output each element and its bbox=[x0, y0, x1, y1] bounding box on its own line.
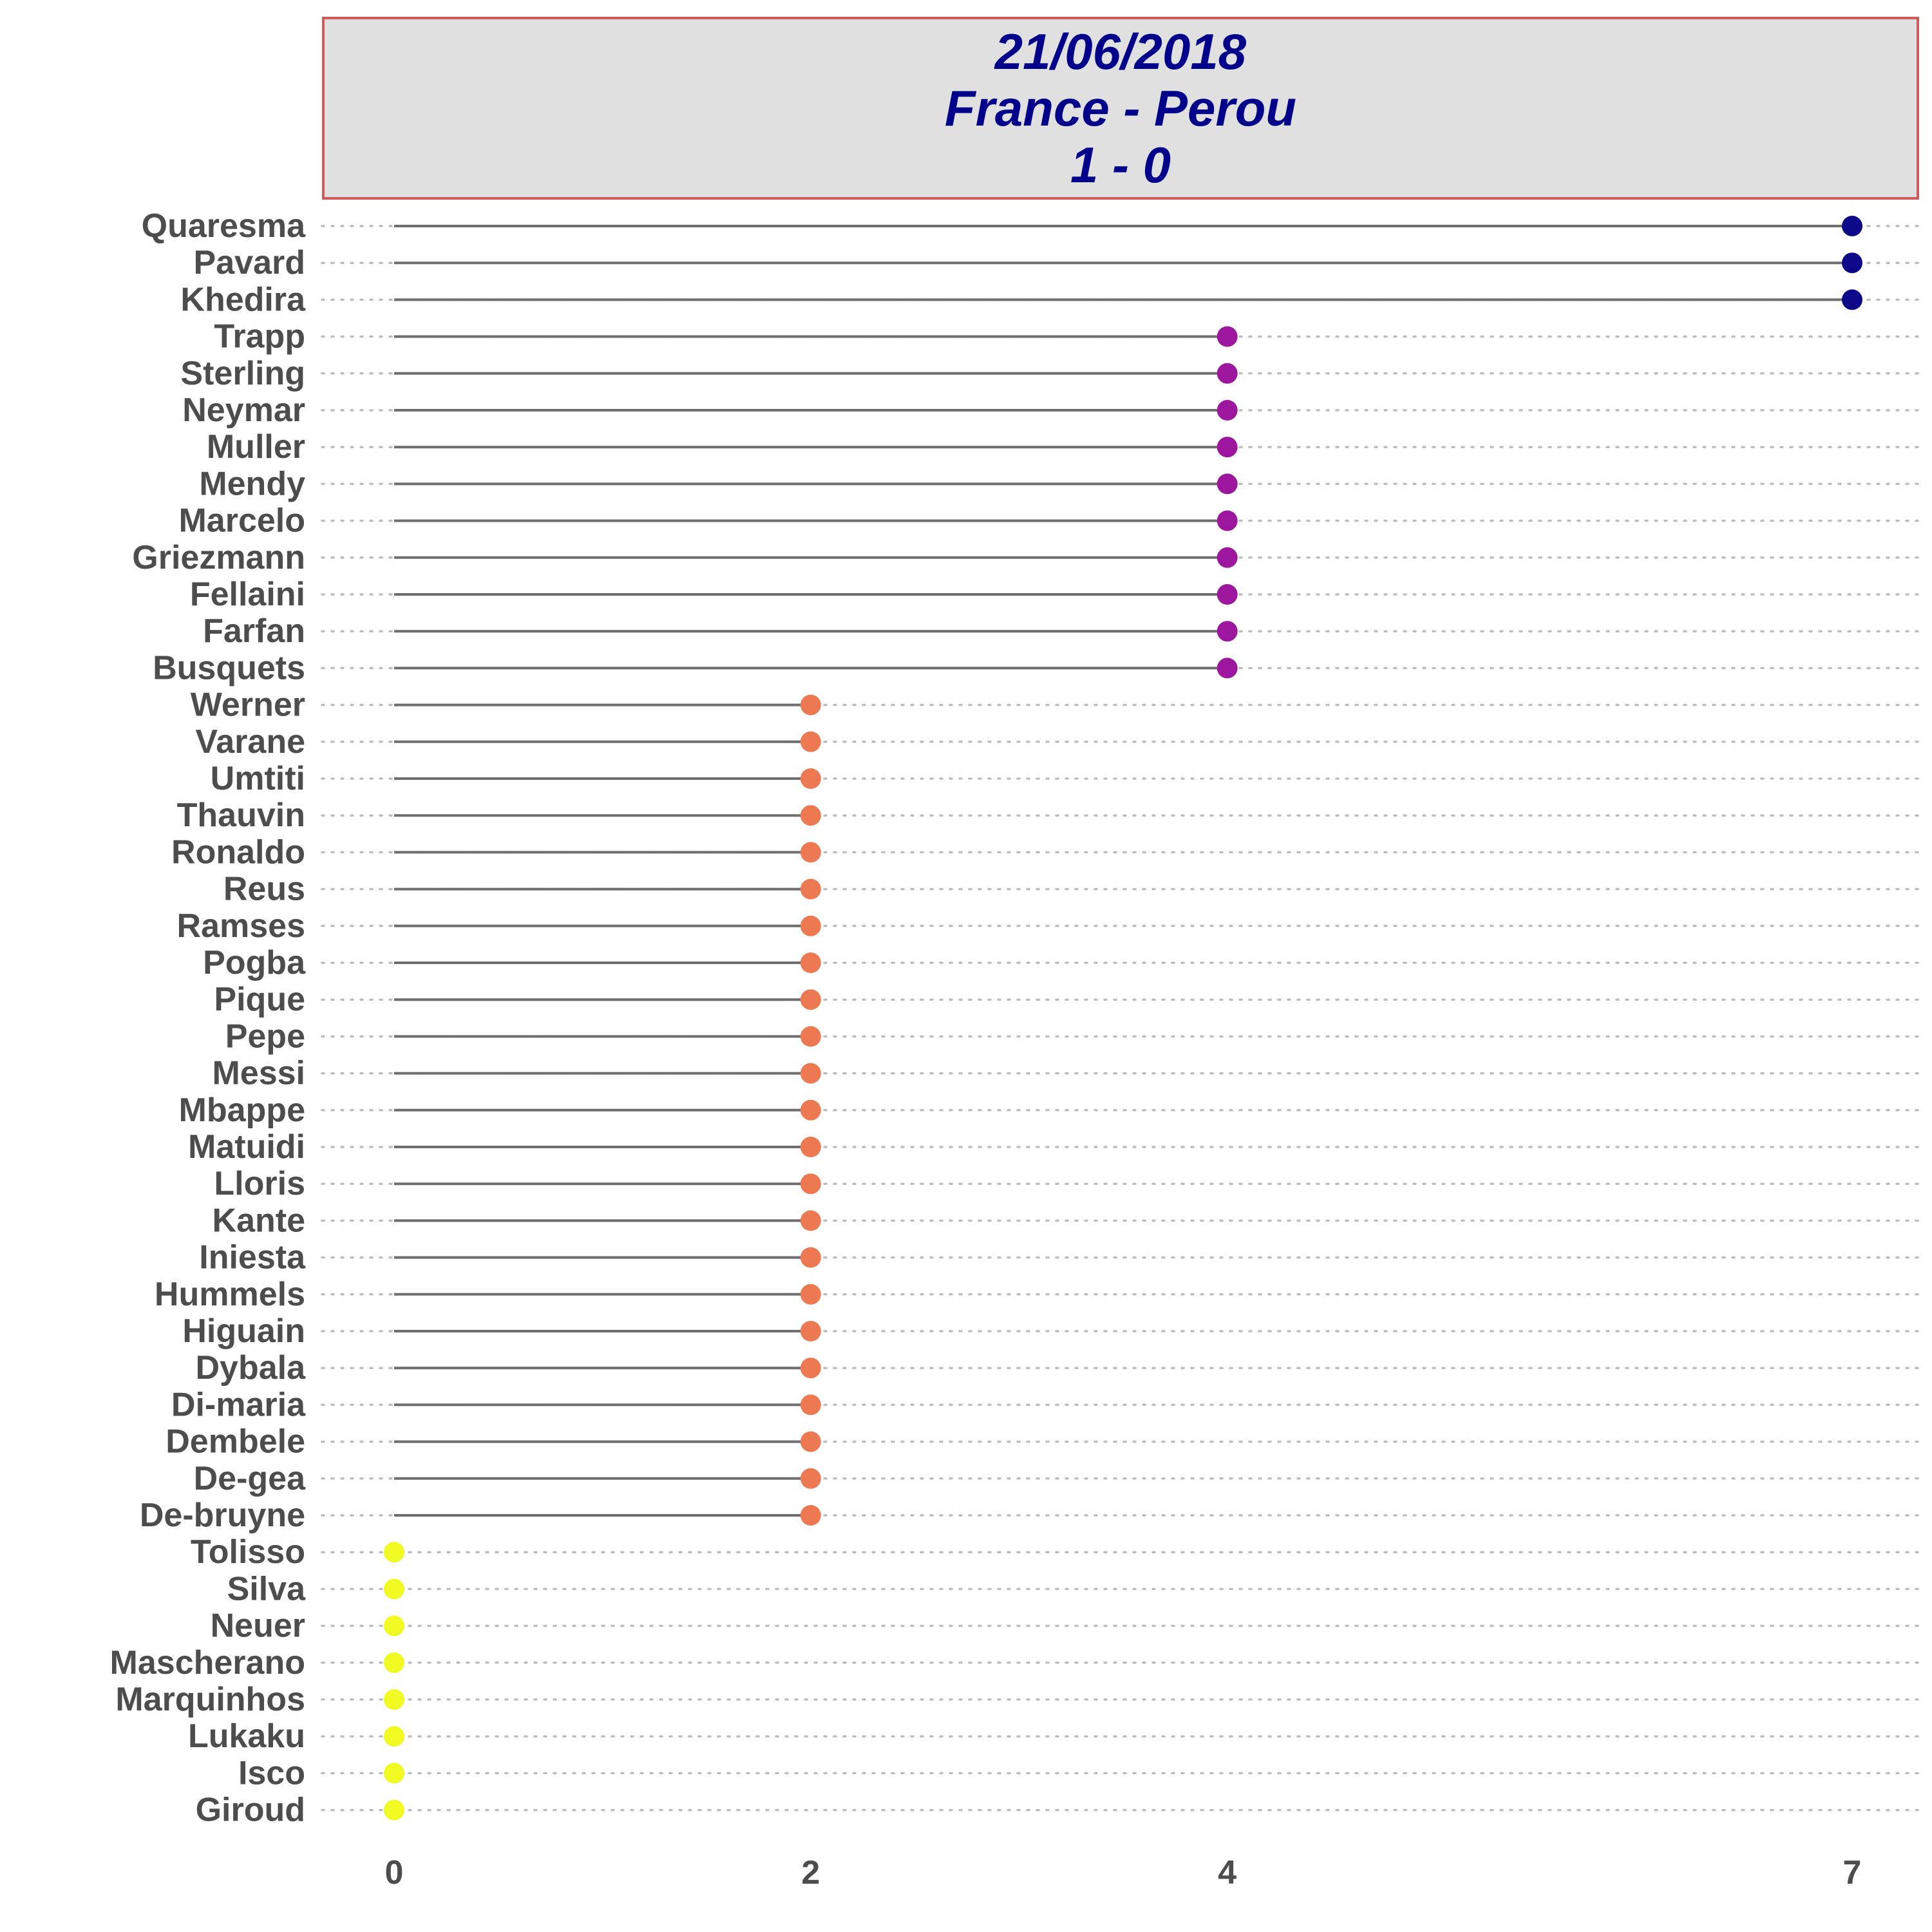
lollipop-point bbox=[800, 805, 821, 826]
y-tick-label: Giroud bbox=[196, 1792, 305, 1829]
lollipop-point bbox=[384, 1763, 404, 1784]
y-tick-label: Higuain bbox=[182, 1312, 305, 1350]
lollipop-point bbox=[800, 1394, 821, 1416]
y-tick-label: Messi bbox=[212, 1055, 305, 1092]
y-tick-label: Ramses bbox=[177, 907, 305, 945]
y-tick-label: De-gea bbox=[194, 1460, 306, 1497]
lollipop-point bbox=[800, 1137, 821, 1157]
y-tick-label: Dybala bbox=[195, 1349, 306, 1387]
lollipop-point bbox=[800, 1210, 821, 1231]
y-tick-label: Tolisso bbox=[191, 1533, 305, 1571]
lollipop-point bbox=[800, 1173, 821, 1195]
y-tick-label: Farfan bbox=[203, 612, 305, 650]
lollipop-point bbox=[1217, 437, 1238, 458]
x-tick-label: 7 bbox=[1843, 1854, 1862, 1891]
lollipop-point bbox=[800, 1358, 821, 1379]
lollipop-point bbox=[384, 1799, 404, 1821]
y-tick-label: Sterling bbox=[180, 355, 305, 392]
y-tick-label: Pavard bbox=[194, 244, 305, 281]
y-tick-label: Umtiti bbox=[211, 760, 305, 797]
y-tick-label: Thauvin bbox=[177, 797, 305, 834]
lollipop-point bbox=[384, 1726, 404, 1747]
y-tick-label: Silva bbox=[227, 1570, 306, 1607]
lollipop-point bbox=[800, 768, 821, 789]
lollipop-point bbox=[1217, 400, 1238, 421]
lollipop-point bbox=[384, 1689, 404, 1710]
y-tick-label: Lukaku bbox=[188, 1718, 305, 1755]
lollipop-point bbox=[800, 1321, 821, 1341]
y-tick-label: Trapp bbox=[214, 318, 305, 355]
lollipop-point bbox=[1217, 547, 1238, 568]
y-tick-label: Pique bbox=[214, 981, 305, 1018]
lollipop-point bbox=[384, 1578, 404, 1600]
lollipop-point bbox=[800, 1431, 821, 1452]
y-tick-label: Khedira bbox=[180, 281, 306, 318]
y-tick-label: Pogba bbox=[203, 944, 306, 981]
lollipop-point bbox=[1842, 289, 1862, 310]
y-tick-label: Mascherano bbox=[110, 1644, 305, 1681]
lollipop-point bbox=[1842, 252, 1862, 274]
lollipop-point bbox=[1217, 621, 1238, 642]
lollipop-point bbox=[800, 1063, 821, 1084]
lollipop-point bbox=[800, 878, 821, 900]
lollipop-point bbox=[1217, 584, 1238, 605]
y-tick-label: Griezmann bbox=[132, 539, 305, 576]
lollipop-point bbox=[800, 731, 821, 752]
y-tick-label: Marcelo bbox=[178, 502, 305, 540]
lollipop-point bbox=[1217, 658, 1238, 679]
lollipop-point bbox=[1217, 326, 1238, 347]
y-tick-label: Reus bbox=[223, 871, 305, 908]
x-tick-label: 4 bbox=[1218, 1854, 1236, 1891]
lollipop-point bbox=[800, 842, 821, 863]
y-tick-label: Fellaini bbox=[190, 576, 305, 613]
lollipop-point bbox=[800, 1247, 821, 1268]
lollipop-point bbox=[800, 1099, 821, 1121]
lollipop-point bbox=[1217, 473, 1238, 495]
lollipop-point bbox=[384, 1542, 404, 1563]
lollipop-point bbox=[384, 1652, 404, 1673]
y-tick-label: Isco bbox=[238, 1754, 305, 1792]
lollipop-point bbox=[1217, 510, 1238, 531]
y-tick-label: Varane bbox=[195, 723, 305, 761]
y-tick-label: Quaresma bbox=[142, 207, 306, 245]
y-tick-label: Muller bbox=[207, 428, 305, 466]
lollipop-point bbox=[1217, 363, 1238, 384]
y-tick-label: De-bruyne bbox=[140, 1497, 305, 1534]
match-score: 1 - 0 bbox=[1070, 137, 1171, 193]
lollipop-point bbox=[800, 952, 821, 973]
lollipop-point bbox=[384, 1615, 404, 1636]
y-tick-label: Pepe bbox=[225, 1018, 305, 1055]
y-tick-label: Di-maria bbox=[171, 1386, 306, 1423]
lollipop-point bbox=[800, 694, 821, 715]
lollipop-point bbox=[800, 1468, 821, 1489]
match-teams: France - Perou bbox=[944, 80, 1297, 137]
y-tick-label: Marquinhos bbox=[115, 1681, 305, 1718]
x-tick-label: 0 bbox=[385, 1854, 404, 1891]
y-tick-label: Dembele bbox=[166, 1423, 305, 1461]
y-tick-label: Hummels bbox=[155, 1276, 305, 1313]
lollipop-point bbox=[800, 1283, 821, 1305]
y-tick-label: Kante bbox=[213, 1202, 305, 1239]
y-tick-label: Werner bbox=[191, 687, 305, 724]
x-tick-label: 2 bbox=[801, 1854, 820, 1891]
lollipop-point bbox=[800, 915, 821, 936]
y-tick-label: Busquets bbox=[153, 649, 305, 687]
y-tick-label: Ronaldo bbox=[171, 833, 305, 871]
lollipop-point bbox=[800, 1026, 821, 1047]
y-tick-label: Lloris bbox=[214, 1165, 305, 1202]
y-tick-label: Mendy bbox=[199, 465, 305, 502]
match-date: 21/06/2018 bbox=[994, 23, 1247, 80]
facet-title-strip: 21/06/2018 France - Perou 1 - 0 bbox=[322, 17, 1919, 200]
y-tick-label: Neymar bbox=[182, 392, 305, 429]
y-tick-label: Neuer bbox=[211, 1607, 305, 1645]
y-tick-label: Mbappe bbox=[179, 1092, 305, 1129]
lollipop-point bbox=[800, 1505, 821, 1526]
lollipop-point bbox=[1842, 216, 1862, 236]
lollipop-point bbox=[800, 989, 821, 1010]
y-tick-label: Matuidi bbox=[188, 1128, 305, 1166]
y-tick-label: Iniesta bbox=[199, 1239, 306, 1276]
